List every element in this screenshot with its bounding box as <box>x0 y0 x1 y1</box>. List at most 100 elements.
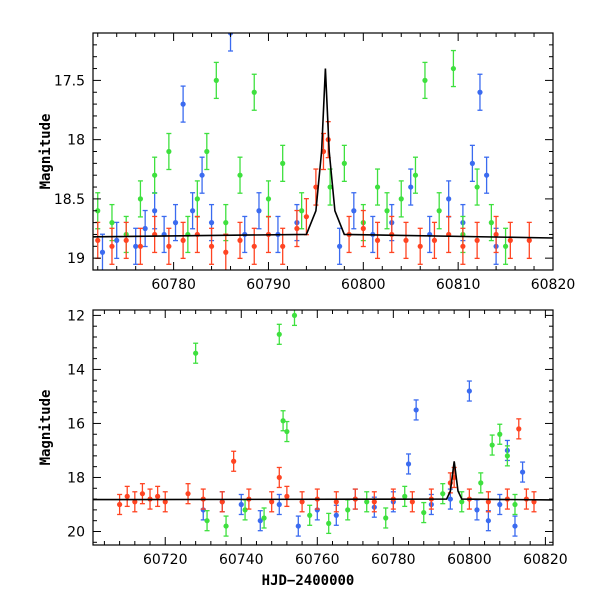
data-point <box>336 243 343 249</box>
data-point <box>204 148 210 155</box>
data-point <box>137 196 144 202</box>
y-tick-label: 18 <box>67 133 85 149</box>
data-point <box>327 184 333 190</box>
data-point <box>326 520 332 526</box>
data-point <box>303 214 310 220</box>
data-point <box>223 523 229 529</box>
data-point <box>446 196 452 202</box>
data-point <box>408 184 414 190</box>
data-point <box>398 196 404 202</box>
data-point <box>213 77 219 83</box>
data-point <box>360 225 366 232</box>
data-point <box>109 243 115 249</box>
data-point <box>95 237 101 243</box>
data-point <box>109 220 115 226</box>
plot-area <box>93 310 553 537</box>
data-point <box>409 499 415 505</box>
data-point <box>155 493 161 499</box>
data-point <box>124 493 130 499</box>
data-point <box>180 237 186 243</box>
data-point <box>519 469 526 475</box>
data-point <box>460 243 466 249</box>
data-point <box>142 225 148 232</box>
data-point <box>95 208 101 214</box>
data-point <box>469 160 475 166</box>
data-point <box>114 237 120 243</box>
data-point <box>99 249 106 255</box>
data-point <box>117 501 123 508</box>
data-point <box>417 243 423 249</box>
data-point <box>208 243 215 249</box>
data-point <box>364 499 370 505</box>
data-point <box>280 243 286 249</box>
x-tick-label: 60800 <box>447 552 492 568</box>
data-point <box>251 89 257 95</box>
data-point <box>133 243 139 249</box>
data-point <box>421 509 427 516</box>
data-point <box>291 312 298 319</box>
data-point <box>294 225 300 232</box>
model-curve <box>93 68 553 239</box>
data-point <box>256 208 262 214</box>
y-tick-label: 20 <box>67 524 85 540</box>
data-point <box>251 243 257 249</box>
x-axis-title: HJD−2400000 <box>262 573 355 589</box>
data-point <box>497 431 503 437</box>
data-point <box>238 501 244 508</box>
data-point <box>502 243 509 249</box>
x-tick-label: 60790 <box>246 277 291 293</box>
bottom-panel: 60720 60740 60760 60780 60800 60820 12 14 16 18 20… <box>38 308 568 589</box>
plot-area <box>93 33 553 270</box>
data-point <box>507 237 513 243</box>
data-point <box>265 196 272 202</box>
y-tick-label: 14 <box>67 362 85 378</box>
x-tick-label: 60810 <box>436 277 481 293</box>
data-point <box>403 237 409 243</box>
plot-frame <box>92 309 554 546</box>
data-point <box>374 237 381 243</box>
data-point <box>459 499 465 505</box>
data-point <box>204 518 210 524</box>
series-2 <box>95 121 532 270</box>
data-point <box>219 499 225 505</box>
data-point <box>474 507 480 513</box>
data-point <box>497 501 503 508</box>
data-point <box>526 237 532 243</box>
data-point <box>402 493 408 499</box>
data-point <box>261 515 267 521</box>
data-point <box>257 518 263 524</box>
data-point <box>512 523 518 529</box>
x-tick-label: 60740 <box>219 552 264 568</box>
data-point <box>333 512 339 518</box>
data-point <box>284 493 290 499</box>
x-tick-label: 60720 <box>143 552 188 568</box>
data-point <box>405 461 412 467</box>
data-point <box>132 499 138 505</box>
data-point <box>485 518 491 524</box>
series-1 <box>95 49 509 265</box>
data-point <box>223 249 229 255</box>
data-point <box>199 172 205 178</box>
data-point <box>280 160 286 166</box>
model-curve <box>93 461 553 501</box>
y-axis-title: Magnitude <box>38 390 54 466</box>
data-point <box>504 453 510 459</box>
data-point <box>374 184 381 190</box>
data-point <box>180 101 186 107</box>
x-tick-label: 60800 <box>341 277 386 293</box>
data-point <box>412 172 419 178</box>
data-point <box>351 208 357 214</box>
data-point <box>276 331 282 337</box>
data-point <box>493 231 499 238</box>
data-point <box>152 172 158 178</box>
y-tick-label: 12 <box>67 308 85 324</box>
data-point <box>484 172 490 178</box>
data-point <box>152 208 158 214</box>
data-point <box>189 208 196 214</box>
series-1 <box>193 310 518 537</box>
data-point <box>166 148 172 155</box>
data-point <box>166 243 172 249</box>
series-0 <box>99 33 499 270</box>
data-point <box>341 160 347 166</box>
data-point <box>512 501 518 508</box>
